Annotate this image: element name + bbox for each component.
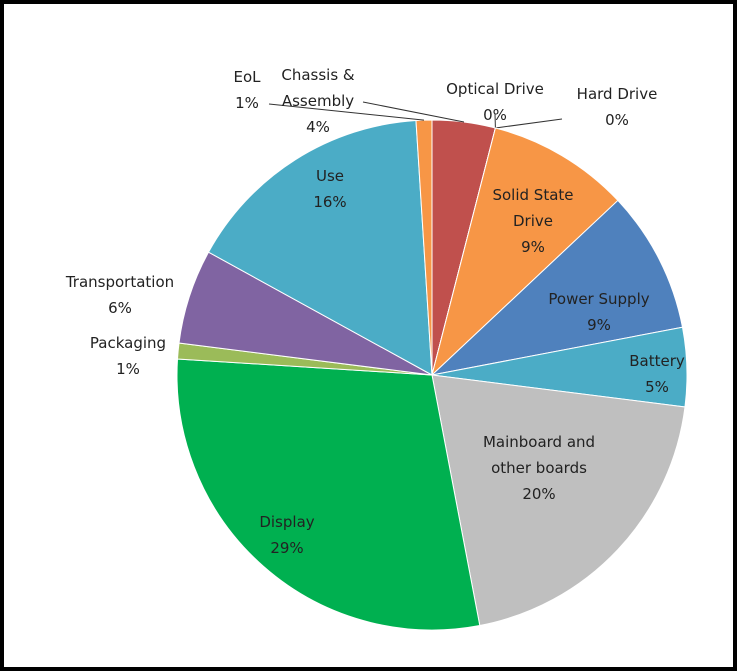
label-value: 20% [522, 485, 556, 503]
data-label: Use 16% [290, 163, 370, 215]
pie-slice [430, 199, 684, 376]
label-name: Hard Drive [576, 85, 658, 103]
leader-line [362, 101, 465, 123]
data-label: Mainboard and other boards 20% [464, 429, 614, 507]
pie-slice [176, 358, 481, 631]
label-value: 9% [521, 238, 545, 256]
pie-slice [207, 119, 433, 376]
data-label: Transportation 6% [45, 269, 195, 321]
label-value: 0% [483, 106, 507, 124]
label-value: 29% [270, 539, 304, 557]
label-name: Mainboard and other boards [482, 433, 596, 477]
label-value: 0% [605, 111, 629, 129]
pie-canvas [176, 101, 688, 631]
label-name: Chassis & Assembly [281, 66, 355, 110]
leader-line [495, 118, 563, 129]
data-label: EoL 1% [217, 64, 277, 116]
label-name: EoL [233, 68, 261, 86]
label-name: Battery [629, 352, 685, 370]
label-name: Optical Drive [446, 80, 544, 98]
data-label: Power Supply 9% [524, 286, 674, 338]
label-name: Solid State Drive [492, 186, 574, 230]
pie-slice [431, 374, 686, 627]
label-value: 4% [306, 118, 330, 136]
label-name: Display [259, 513, 315, 531]
label-value: 9% [587, 316, 611, 334]
label-value: 1% [235, 94, 259, 112]
label-value: 1% [116, 360, 140, 378]
label-name: Use [315, 167, 345, 185]
data-label: Hard Drive 0% [562, 81, 672, 133]
label-name: Transportation [65, 273, 175, 291]
label-value: 5% [645, 378, 669, 396]
data-label: Solid State Drive 9% [478, 182, 588, 260]
data-label: Display 29% [237, 509, 337, 561]
data-label: Battery 5% [617, 348, 697, 400]
label-value: 16% [313, 193, 347, 211]
label-value: 6% [108, 299, 132, 317]
data-label: Chassis & Assembly 4% [268, 62, 368, 140]
label-name: Packaging [89, 334, 167, 352]
leader-line [268, 103, 425, 121]
data-label: Packaging 1% [73, 330, 183, 382]
label-name: Power Supply [548, 290, 650, 308]
pie-slice [431, 127, 619, 377]
data-label: Optical Drive 0% [435, 76, 555, 128]
